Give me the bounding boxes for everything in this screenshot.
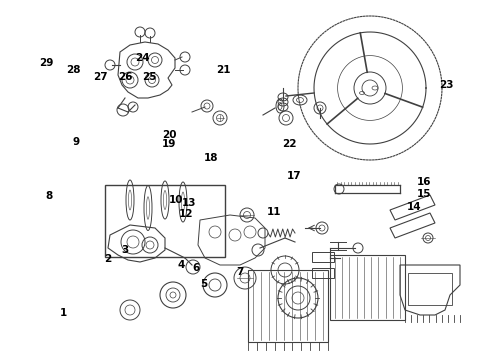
Text: 20: 20 [162,130,176,140]
Text: 18: 18 [203,153,218,163]
Bar [312,252,334,262]
Text: 23: 23 [439,80,453,90]
Text: 2: 2 [104,254,111,264]
Text: 16: 16 [416,177,431,187]
Text: 21: 21 [216,65,230,75]
Text: 5: 5 [200,279,207,289]
Text: 12: 12 [179,209,194,219]
Text: 29: 29 [39,58,54,68]
Text: 27: 27 [93,72,108,82]
Bar [408,273,452,305]
Text: 10: 10 [169,195,184,205]
Text: 1: 1 [60,308,67,318]
Text: 28: 28 [66,65,81,75]
Text: 8: 8 [46,191,52,201]
Text: 19: 19 [162,139,176,149]
Text: 11: 11 [267,207,282,217]
Text: 25: 25 [142,72,157,82]
Text: 3: 3 [122,245,128,255]
Text: 13: 13 [181,198,196,208]
Text: 4: 4 [177,260,185,270]
Text: 7: 7 [236,267,244,277]
Text: 6: 6 [193,263,199,273]
Text: 26: 26 [118,72,132,82]
Bar [312,268,334,278]
Text: 9: 9 [73,137,79,147]
Text: 15: 15 [416,189,431,199]
Bar [330,255,405,320]
Text: 17: 17 [287,171,301,181]
Text: 24: 24 [135,53,149,63]
Text: 14: 14 [407,202,421,212]
Text: 22: 22 [282,139,296,149]
Bar [248,270,328,342]
Bar [105,185,225,257]
